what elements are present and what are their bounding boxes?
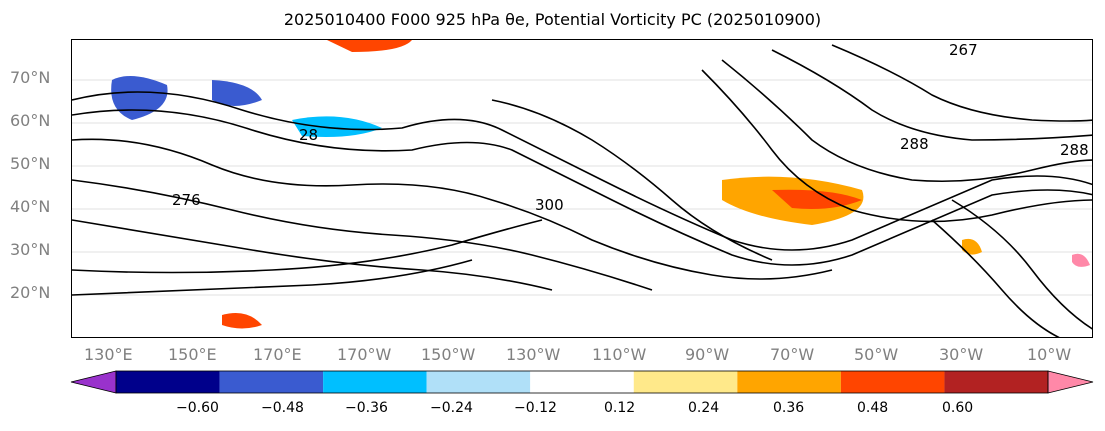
contour-labels: 267 288 288 276 300 28 <box>172 41 1089 214</box>
contour-label-267: 267 <box>949 41 978 59</box>
colorbar-tick-label-0: −0.60 <box>176 400 219 416</box>
lat-label-20n: 20°N <box>10 283 51 302</box>
contour-label-288-east: 288 <box>1060 141 1089 159</box>
map-panel: 267 288 288 276 300 28 <box>71 39 1093 338</box>
fill-blue-north-pacific <box>212 80 262 106</box>
theta-e-contours <box>72 44 1092 337</box>
fill-yellow-east <box>962 238 982 255</box>
colorbar-segment <box>840 371 945 393</box>
colorbar-tick-label-5: 0.12 <box>604 400 636 416</box>
colorbar-segment <box>633 371 738 393</box>
pv-anomaly-fills <box>111 40 1090 329</box>
map-title: 2025010400 F000 925 hPa θe, Potential Vo… <box>283 10 822 29</box>
colorbar-tick-label-1: −0.48 <box>261 400 304 416</box>
lon-label-170w: 170°W <box>337 345 392 364</box>
lon-label-70w: 70°W <box>770 345 815 364</box>
lon-label-150e: 150°E <box>168 345 217 364</box>
fill-lightblue-pacific <box>292 116 382 137</box>
colorbar-segments <box>70 370 1094 394</box>
fill-pink-east <box>1072 253 1090 267</box>
fill-orange-top <box>327 40 412 52</box>
lon-label-170e: 170°E <box>253 345 302 364</box>
map-canvas: 267 288 288 276 300 28 <box>72 40 1092 337</box>
contour-label-288: 288 <box>900 135 929 153</box>
colorbar-extend-low <box>70 370 117 394</box>
colorbar-tick-label-9: 0.60 <box>942 400 974 416</box>
colorbar-segment <box>116 371 220 393</box>
lat-label-60n: 60°N <box>10 111 51 130</box>
lat-label-50n: 50°N <box>10 154 51 173</box>
colorbar-tick-label-6: 0.24 <box>688 400 720 416</box>
lon-label-10w: 10°W <box>1027 345 1072 364</box>
fill-orange-pacific-low <box>222 312 262 329</box>
lon-label-110w: 110°W <box>592 345 647 364</box>
colorbar-extend-high <box>1047 370 1094 394</box>
colorbar-segment <box>530 371 634 393</box>
lat-label-40n: 40°N <box>10 197 51 216</box>
lat-label-30n: 30°N <box>10 240 51 259</box>
colorbar-segment <box>426 371 531 393</box>
lon-label-130w: 130°W <box>506 345 561 364</box>
lon-label-130e: 130°E <box>84 345 133 364</box>
fill-blue-northwest <box>111 76 168 120</box>
contour-label-300: 300 <box>535 196 564 214</box>
colorbar-tick-label-2: −0.36 <box>345 400 388 416</box>
colorbar-tick-label-3: −0.24 <box>430 400 473 416</box>
colorbar-tick-label-4: −0.12 <box>514 400 557 416</box>
colorbar-segment <box>219 371 324 393</box>
lon-label-150w: 150°W <box>421 345 476 364</box>
contour-label-276: 276 <box>172 191 201 209</box>
lat-label-70n: 70°N <box>10 68 51 87</box>
colorbar-tick-label-7: 0.36 <box>773 400 805 416</box>
lon-label-50w: 50°W <box>854 345 899 364</box>
colorbar-segment <box>323 371 427 393</box>
colorbar-segment <box>737 371 841 393</box>
colorbar-tick-label-8: 0.48 <box>857 400 889 416</box>
contour-label-28: 28 <box>299 126 318 144</box>
colorbar-segment <box>944 371 1048 393</box>
lon-label-90w: 90°W <box>685 345 730 364</box>
lat-lon-gridlines <box>72 79 1092 296</box>
lon-label-30w: 30°W <box>939 345 984 364</box>
colorbar-outline <box>115 370 1049 394</box>
